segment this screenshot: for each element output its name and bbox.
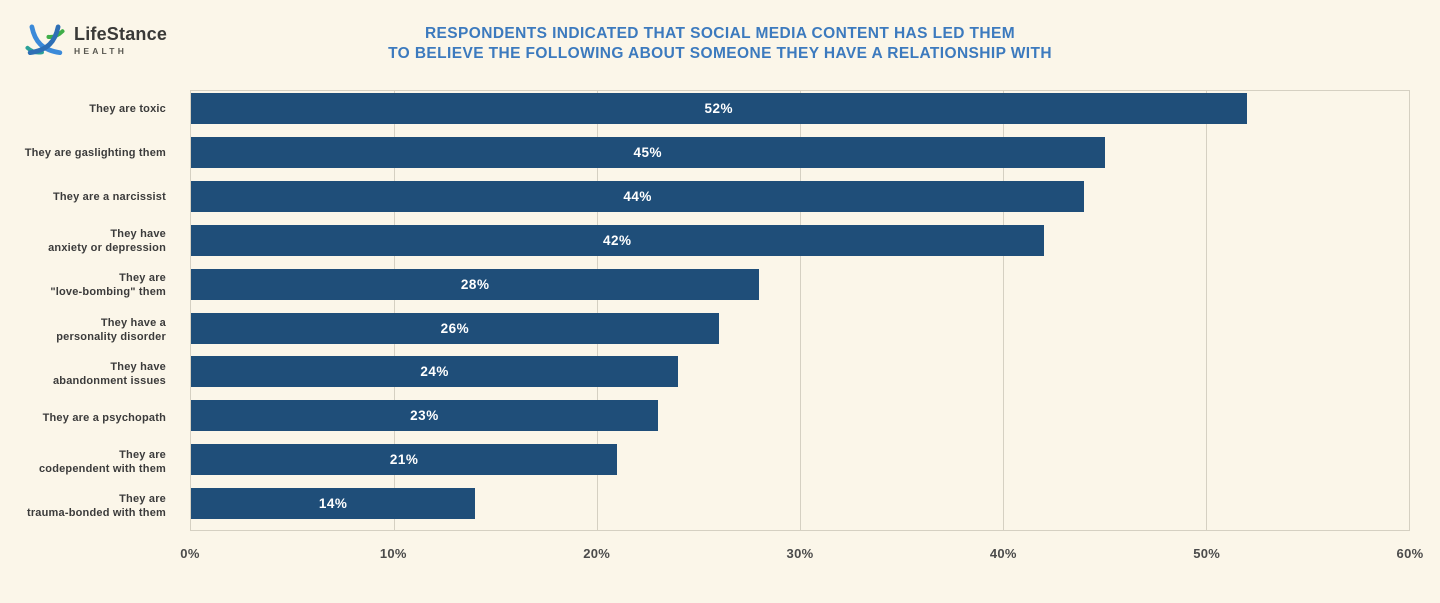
bar-value-label: 24% [420, 364, 449, 380]
bar-value-label: 14% [318, 496, 348, 512]
gridline [1206, 91, 1207, 530]
bar: 44% [191, 180, 1085, 212]
bar: 42% [191, 224, 1044, 256]
x-tick-label: 20% [583, 546, 611, 561]
bar: 14% [191, 488, 476, 520]
category-label: They are a narcissist [52, 191, 166, 204]
category-label: They are toxic [89, 103, 166, 116]
bar: 21% [191, 444, 618, 476]
chart-title-line2: TO BELIEVE THE FOLLOWING ABOUT SOMEONE T… [388, 45, 1052, 62]
bar: 24% [191, 356, 679, 388]
bar: 28% [191, 268, 760, 300]
category-labels: They are toxic They are gaslighting them T… [0, 90, 178, 531]
gridline [394, 91, 395, 530]
category-label: They are trauma-bonded with them [26, 492, 166, 519]
bar-row: 21% [191, 442, 1409, 486]
x-tick-label: 30% [786, 546, 814, 561]
category-label: They have abandonment issues [52, 360, 166, 387]
x-axis: 0% 10% 20% 30% 40% 50% 60% [180, 546, 1423, 568]
category-label: They have a personality disorder [56, 316, 166, 343]
bar: 26% [191, 312, 719, 344]
bar-row: 24% [191, 354, 1409, 398]
gridline [597, 91, 598, 530]
category-label: They are a psychopath [42, 411, 166, 424]
bar-value-label: 26% [440, 320, 470, 336]
x-tick-label: 10% [379, 546, 407, 561]
gridline [800, 91, 801, 530]
category-label: They have anxiety or depression [48, 228, 166, 255]
bar-row: 44% [191, 179, 1409, 223]
chart-title: RESPONDENTS INDICATED THAT SOCIAL MEDIA … [0, 24, 1440, 64]
plot-area: 52% 45% 44% 42% 28% 26% 24% 23% 21% 14% [190, 90, 1410, 531]
bar-row: 52% [191, 91, 1409, 135]
category-label: They are "love-bombing" them [50, 272, 166, 299]
bar-value-label: 21% [389, 452, 419, 468]
bar-value-label: 45% [633, 144, 663, 160]
bar: 52% [191, 93, 1247, 124]
logo-brand-text: LifeStance [74, 24, 168, 44]
gridline [1003, 91, 1004, 530]
bar-value-label: 28% [460, 276, 490, 292]
x-tick-label: 0% [180, 546, 200, 561]
bar-row: 26% [191, 311, 1409, 355]
lifestance-logo-icon [25, 24, 65, 56]
bar-row: 23% [191, 398, 1409, 442]
bar-row: 42% [191, 223, 1409, 267]
category-label: They are codependent with them [38, 448, 166, 475]
bar-value-label: 52% [704, 101, 734, 116]
x-tick-label: 50% [1193, 546, 1221, 561]
bar-value-label: 42% [603, 232, 632, 248]
logo-sub-text: HEALTH [74, 46, 128, 56]
bar-value-label: 44% [623, 188, 652, 204]
x-tick-label: 40% [989, 546, 1017, 561]
x-tick-label: 60% [1396, 546, 1424, 561]
lifestance-wordmark: LifeStance HEALTH [74, 24, 167, 56]
bar-row: 45% [191, 135, 1409, 179]
bar: 23% [191, 400, 658, 432]
bar-value-label: 23% [410, 408, 439, 424]
bar-rows: 52% 45% 44% 42% 28% 26% 24% 23% 21% 14% [191, 91, 1409, 530]
bar: 45% [191, 136, 1105, 168]
lifestance-logo: LifeStance HEALTH [24, 20, 167, 60]
bar-row: 28% [191, 267, 1409, 311]
chart-title-line1: RESPONDENTS INDICATED THAT SOCIAL MEDIA … [424, 25, 1016, 42]
category-label: They are gaslighting them [24, 147, 166, 160]
bar-row: 14% [191, 486, 1409, 530]
